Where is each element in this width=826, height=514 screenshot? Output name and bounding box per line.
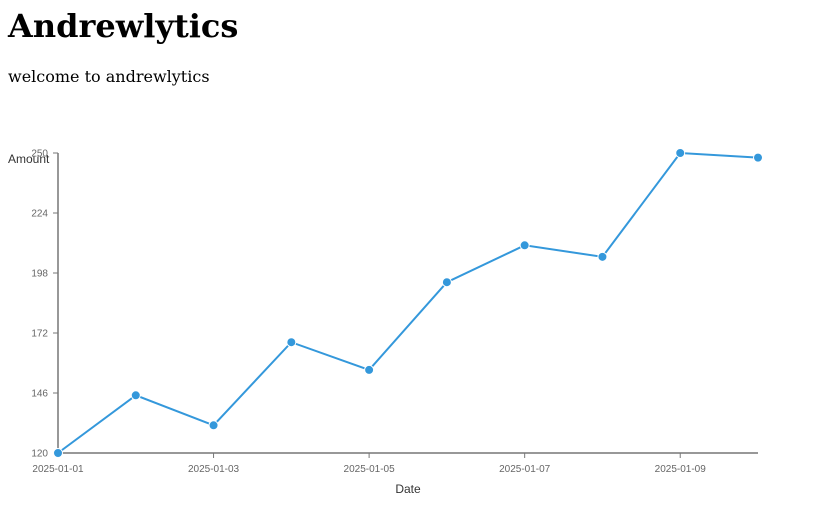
y-tick-label: 172 — [31, 329, 48, 340]
y-axis-ticks: 120 146 172 198 224 250 — [31, 149, 58, 460]
data-point[interactable] — [675, 148, 686, 158]
data-point[interactable] — [441, 277, 452, 288]
series-line — [57, 151, 759, 454]
y-tick-label: 146 — [31, 389, 48, 400]
data-point[interactable] — [519, 240, 530, 251]
data-point[interactable] — [286, 337, 297, 348]
data-point[interactable] — [208, 420, 219, 431]
y-axis-title: Amount — [8, 152, 50, 166]
x-tick-label: 2025-01-07 — [499, 464, 551, 475]
data-point[interactable] — [53, 448, 63, 458]
data-point[interactable] — [364, 364, 375, 375]
y-tick-label: 224 — [31, 209, 48, 220]
page-subtitle: welcome to andrewlytics — [8, 67, 210, 86]
data-points — [53, 148, 763, 458]
y-tick-label: 120 — [31, 449, 48, 460]
page-title: Andrewlytics — [8, 7, 239, 45]
x-tick-label: 2025-01-03 — [188, 464, 240, 475]
data-point[interactable] — [597, 251, 608, 262]
x-tick-label: 2025-01-01 — [32, 464, 84, 475]
data-point[interactable] — [753, 152, 763, 163]
data-point[interactable] — [130, 390, 141, 401]
x-tick-label: 2025-01-05 — [344, 464, 396, 475]
y-tick-label: 250 — [31, 149, 48, 160]
x-tick-label: 2025-01-09 — [655, 464, 707, 475]
x-axis-ticks: 2025-01-01 2025-01-03 2025-01-05 2025-01-07… — [32, 453, 706, 475]
x-axis-title: Date — [395, 482, 421, 496]
y-tick-label: 198 — [31, 269, 48, 280]
